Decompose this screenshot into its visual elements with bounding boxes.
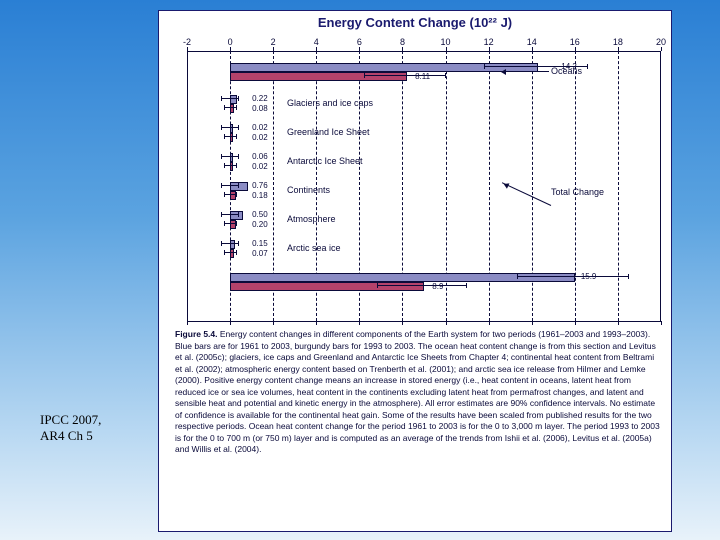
error-bar: [224, 133, 237, 140]
top-axis: [187, 51, 661, 52]
value-label: 0.08: [252, 104, 268, 113]
error-bar: [224, 220, 237, 227]
tick-label: 10: [441, 37, 451, 47]
caption: Figure 5.4. Energy content changes in di…: [175, 329, 661, 456]
error-bar: [364, 72, 446, 79]
error-bar: [224, 191, 237, 198]
error-bar: [517, 273, 629, 280]
value-label: 15.9: [581, 272, 597, 281]
category-label: Glaciers and ice caps: [287, 98, 373, 108]
error-bar: [221, 95, 238, 102]
tick-label: 8: [400, 37, 405, 47]
caption-text: Energy content changes in different comp…: [175, 329, 660, 454]
annot-total: Total Change: [551, 187, 604, 197]
value-label: 0.02: [252, 162, 268, 171]
tick-label: 6: [357, 37, 362, 47]
annot-oceans: Oceans: [551, 66, 582, 76]
value-label: 0.07: [252, 249, 268, 258]
error-bar: [221, 240, 238, 247]
tick-label: 18: [613, 37, 623, 47]
bottom-axis: [187, 321, 661, 322]
value-label: 0.06: [252, 152, 268, 161]
value-label: 0.18: [252, 191, 268, 200]
tick-label: 16: [570, 37, 580, 47]
error-bar: [377, 282, 467, 289]
error-bar: [224, 104, 237, 111]
tick-label: 14: [527, 37, 537, 47]
value-label: 0.22: [252, 94, 268, 103]
value-label: 0.15: [252, 239, 268, 248]
error-bar: [224, 162, 237, 169]
tick-label: 12: [484, 37, 494, 47]
tick-label: 2: [271, 37, 276, 47]
value-label: 0.76: [252, 181, 268, 190]
tick-label: -2: [183, 37, 191, 47]
value-label: 8.11: [415, 72, 430, 81]
category-label: Continents: [287, 185, 330, 195]
error-bar: [224, 249, 237, 256]
tick-label: 4: [314, 37, 319, 47]
error-bar: [221, 153, 238, 160]
error-bar: [221, 211, 238, 218]
value-label: 0.02: [252, 123, 268, 132]
source-note: IPCC 2007, AR4 Ch 5: [40, 412, 101, 444]
source-line-1: IPCC 2007,: [40, 412, 101, 427]
value-label: 0.20: [252, 220, 268, 229]
value-label: 8.9: [432, 282, 443, 291]
tick-label: 20: [656, 37, 666, 47]
source-line-2: AR4 Ch 5: [40, 428, 93, 443]
value-label: 0.02: [252, 133, 268, 142]
category-label: Antarctic Ice Sheet: [287, 156, 363, 166]
value-label: 0.50: [252, 210, 268, 219]
figure-panel: Energy Content Change (10²² J) -2 0 2 4 6 8 10…: [158, 10, 672, 532]
chart-title: Energy Content Change (10²² J): [159, 11, 671, 32]
category-label: Arctic sea ice: [287, 243, 341, 253]
error-bar: [221, 124, 238, 131]
error-bar: [221, 182, 238, 189]
category-label: Greenland Ice Sheet: [287, 127, 370, 137]
plot-area: Glaciers and ice caps 0.220.08 Greenland I…: [187, 61, 661, 311]
tick-label: 0: [228, 37, 233, 47]
arrow-oceans: [499, 71, 549, 72]
caption-label: Figure 5.4.: [175, 329, 218, 339]
category-label: Atmosphere: [287, 214, 336, 224]
